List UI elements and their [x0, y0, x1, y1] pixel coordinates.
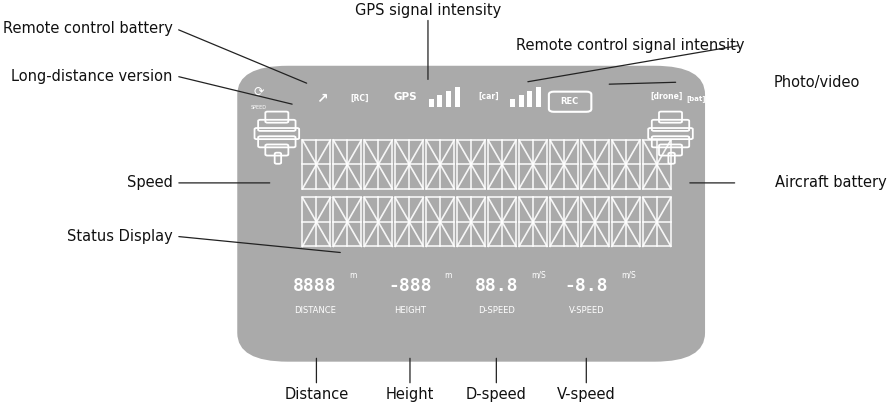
- Bar: [446, 91, 451, 107]
- Bar: [527, 91, 533, 107]
- Text: GPS: GPS: [393, 92, 417, 102]
- Text: [drone]: [drone]: [651, 92, 683, 101]
- Bar: [518, 95, 524, 107]
- Bar: [454, 87, 460, 107]
- Text: [bat]: [bat]: [686, 95, 706, 102]
- Text: Status Display: Status Display: [67, 229, 172, 244]
- Text: [car]: [car]: [479, 92, 500, 101]
- Bar: [437, 95, 443, 107]
- Text: 88.8: 88.8: [475, 277, 518, 295]
- Text: ⟳: ⟳: [253, 86, 264, 99]
- Text: V-speed: V-speed: [557, 387, 616, 402]
- Text: D-speed: D-speed: [466, 387, 527, 402]
- Text: 8888: 8888: [293, 277, 337, 295]
- Bar: [536, 87, 541, 107]
- Text: Distance: Distance: [284, 387, 348, 402]
- Text: m/S: m/S: [621, 271, 636, 280]
- Text: m: m: [444, 271, 452, 280]
- Bar: [510, 99, 515, 107]
- Text: m/S: m/S: [531, 271, 546, 280]
- Text: REC: REC: [561, 97, 579, 106]
- Bar: [428, 99, 434, 107]
- Text: HEIGHT: HEIGHT: [394, 306, 426, 315]
- Text: m: m: [349, 271, 356, 280]
- Text: Height: Height: [386, 387, 434, 402]
- Text: D-SPEED: D-SPEED: [478, 306, 515, 315]
- Text: SPEED: SPEED: [251, 105, 267, 110]
- Text: [RC]: [RC]: [350, 94, 369, 103]
- Text: Photo/video: Photo/video: [773, 75, 860, 90]
- Text: -888: -888: [388, 277, 432, 295]
- Text: -8.8: -8.8: [565, 277, 608, 295]
- FancyBboxPatch shape: [237, 66, 705, 362]
- Text: Remote control signal intensity: Remote control signal intensity: [517, 38, 745, 53]
- Text: Speed: Speed: [126, 175, 172, 190]
- Text: Aircraft battery: Aircraft battery: [775, 175, 886, 190]
- Text: V-SPEED: V-SPEED: [568, 306, 605, 315]
- Text: Remote control battery: Remote control battery: [3, 21, 172, 36]
- Text: Long-distance version: Long-distance version: [11, 69, 172, 83]
- Text: ↗: ↗: [316, 92, 328, 106]
- Text: DISTANCE: DISTANCE: [294, 306, 336, 315]
- Text: GPS signal intensity: GPS signal intensity: [355, 3, 501, 18]
